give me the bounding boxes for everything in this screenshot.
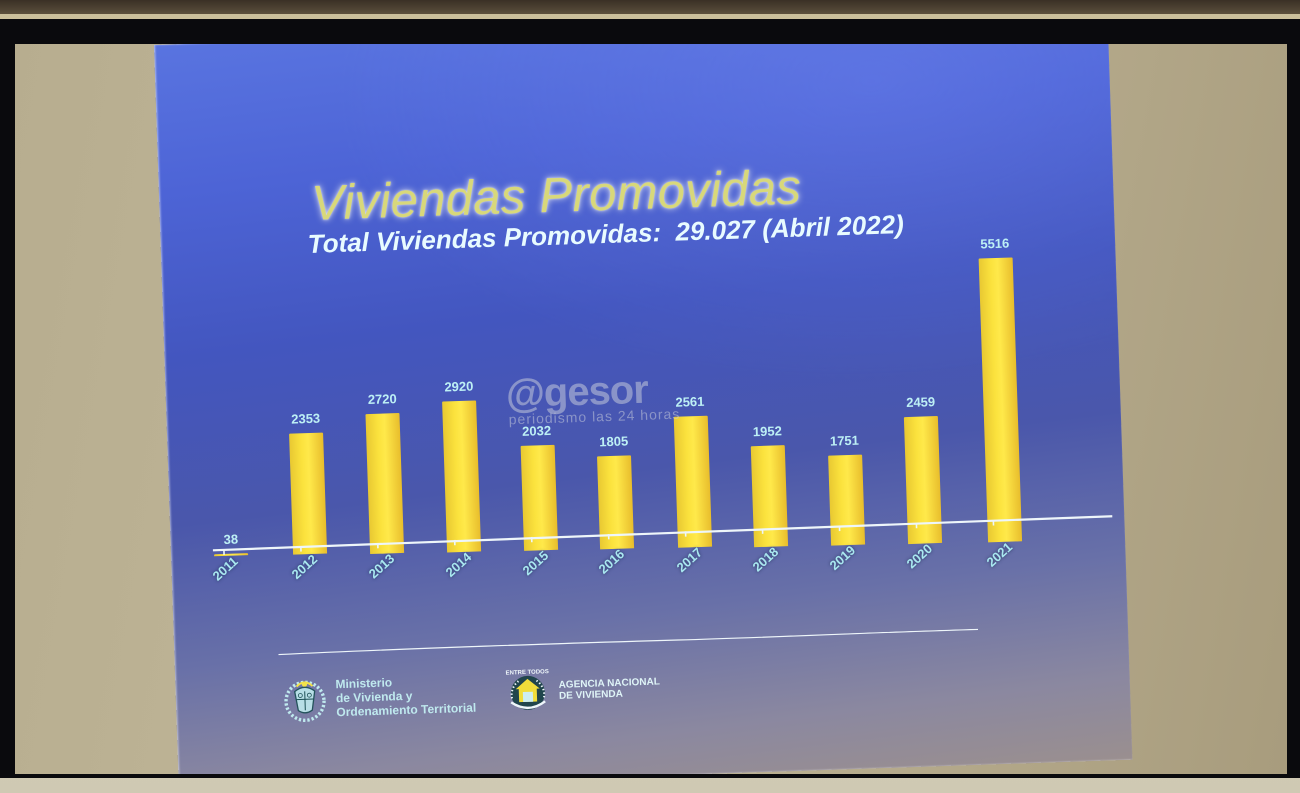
svg-text:ENTRE TODOS: ENTRE TODOS [505,669,548,676]
